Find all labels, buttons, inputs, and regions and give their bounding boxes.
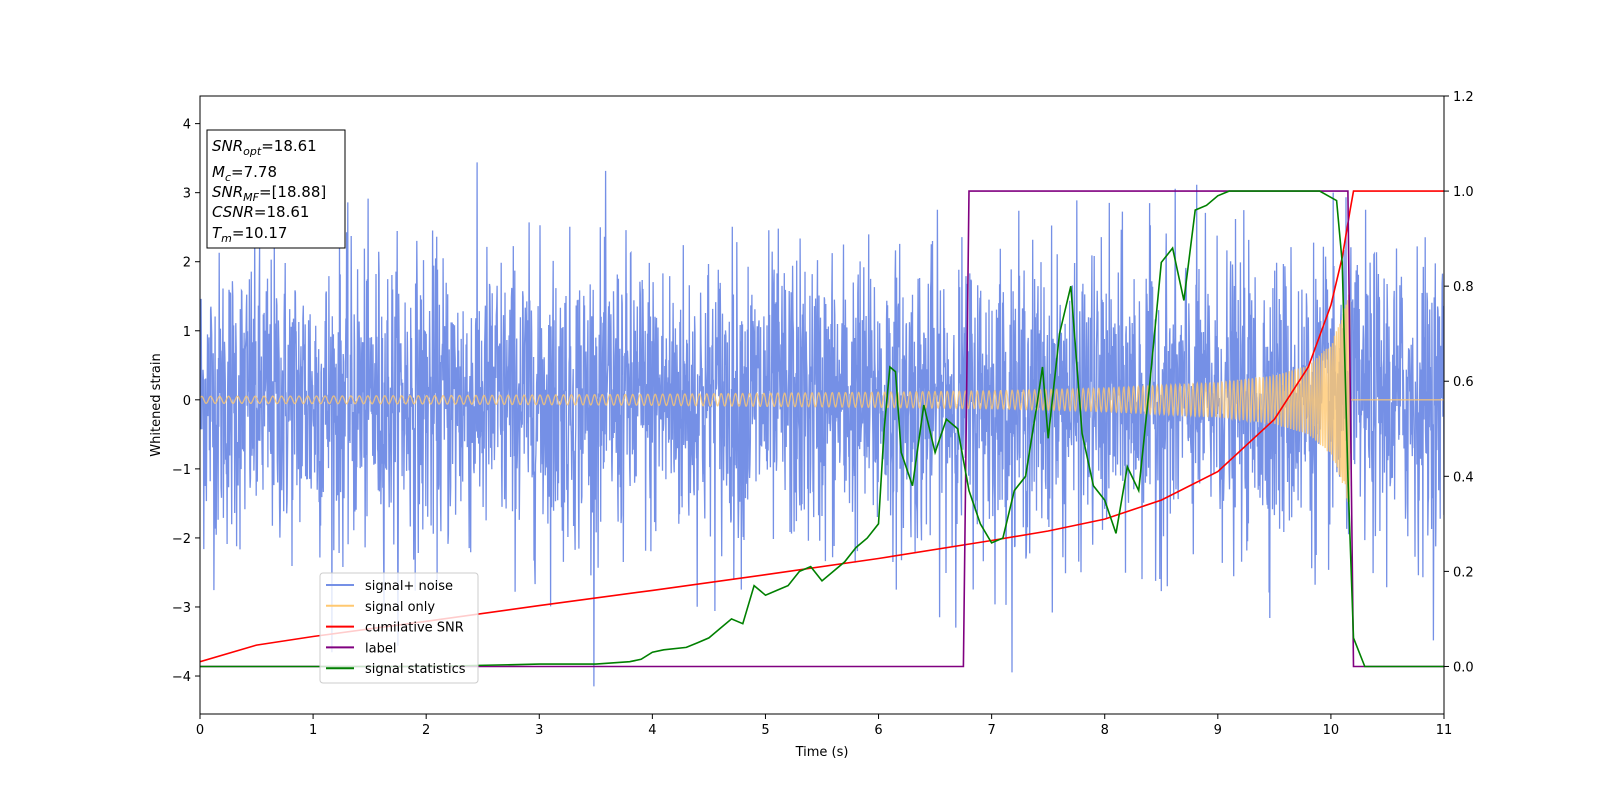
y-left-tick-label: −1 [172,463,191,478]
x-tick-label: 10 [1323,723,1340,738]
legend-label: cumilative SNR [365,621,464,636]
y-left-axis-ticks: 4 3 2 1 0 −1 −2 −3 −4 [172,118,200,685]
legend-label: signal only [365,600,435,615]
y-left-tick-label: −2 [172,532,191,547]
signal-only-series [200,294,1444,503]
info-csnr: CSNR=18.61 [212,203,309,221]
y-left-tick-label: 0 [183,394,191,409]
x-tick-label: 0 [196,723,204,738]
y-right-tick-label: 0.8 [1453,280,1474,295]
y-right-tick-label: 0.4 [1453,470,1474,485]
signal-statistics-line [200,190,1444,668]
x-tick-label: 3 [535,723,543,738]
y-left-tick-label: −4 [172,670,191,685]
legend: signal+ noise signal only cumilative SNR la… [319,572,479,684]
x-tick-label: 4 [648,723,656,738]
x-tick-label: 1 [309,723,317,738]
y-axis-label: Whitened strain [149,353,164,456]
info-snr-mf: SNRMF=[18.88] [212,183,326,204]
x-tick-label: 9 [1214,723,1222,738]
y-right-tick-label: 1.2 [1453,90,1474,105]
y-right-tick-label: 1.0 [1453,185,1474,200]
y-left-tick-label: 2 [183,256,191,271]
plot-frame [199,95,1445,715]
x-tick-label: 8 [1101,723,1109,738]
x-tick-label: 6 [874,723,882,738]
y-left-tick-label: 3 [183,187,191,202]
x-axis-ticks: 0 1 2 3 4 5 6 7 8 9 10 11 [196,714,1452,738]
y-right-tick-label: 0.2 [1453,565,1474,580]
y-right-tick-label: 0.0 [1453,660,1474,675]
y-left-tick-label: −3 [172,601,191,616]
x-tick-label: 5 [761,723,769,738]
info-box: SNRopt=18.61 Mc=7.78 SNRMF=[18.88] CSNR=… [206,129,346,249]
info-mc: Mc=7.78 [212,163,277,184]
signal-only-line [200,294,1444,503]
info-tm: Tm=10.17 [212,224,287,245]
legend-label: label [365,641,396,656]
x-axis-label: Time (s) [795,745,849,760]
y-left-tick-label: 4 [183,118,191,133]
y-right-axis-ticks: 1.2 1.0 0.8 0.6 0.4 0.2 0.0 [1444,90,1474,675]
x-tick-label: 7 [987,723,995,738]
y-left-tick-label: 1 [183,325,191,340]
y-right-tick-label: 0.6 [1453,375,1474,390]
x-tick-label: 2 [422,723,430,738]
legend-label: signal statistics [365,662,466,677]
x-tick-label: 11 [1436,723,1453,738]
legend-label: signal+ noise [365,579,453,594]
info-snr-opt: SNRopt=18.61 [212,137,317,158]
